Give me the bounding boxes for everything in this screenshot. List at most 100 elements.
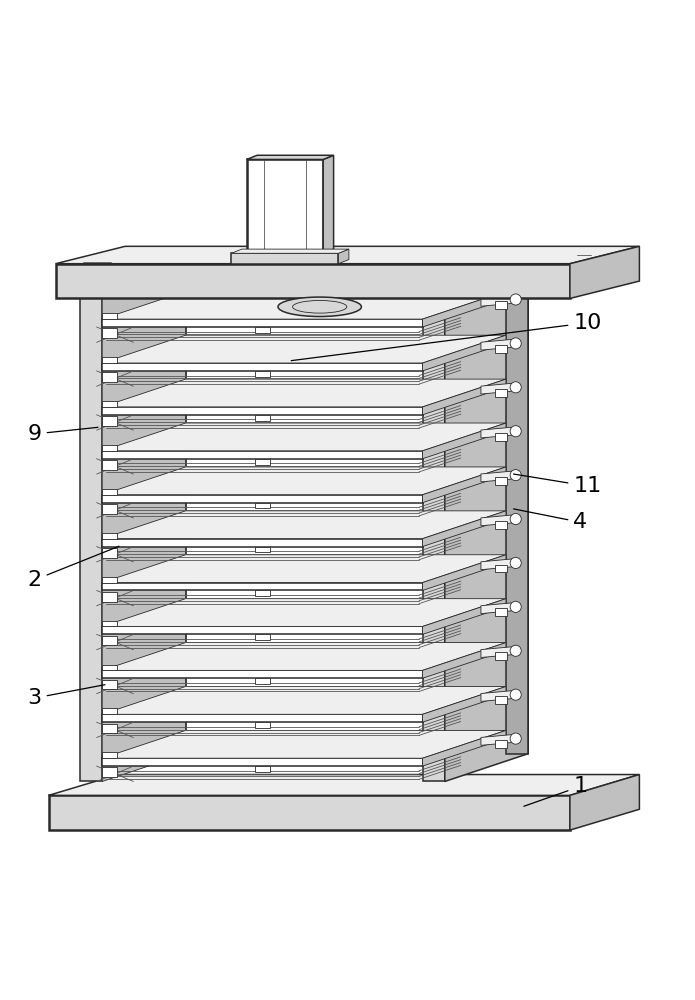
Bar [102, 708, 117, 714]
Polygon shape [423, 379, 506, 415]
Circle shape [510, 557, 521, 569]
Circle shape [510, 645, 521, 656]
Circle shape [510, 382, 521, 393]
Circle shape [510, 601, 521, 612]
Bar [102, 504, 117, 514]
Bar [254, 678, 270, 684]
Bar [495, 696, 507, 704]
Bar [254, 415, 270, 421]
Polygon shape [323, 155, 334, 253]
Polygon shape [247, 159, 323, 253]
Bar [102, 724, 117, 733]
Bar [102, 489, 117, 495]
Polygon shape [102, 555, 506, 583]
Polygon shape [481, 647, 512, 658]
Bar [102, 416, 117, 426]
Polygon shape [163, 271, 186, 754]
Polygon shape [423, 599, 506, 634]
Bar [254, 766, 270, 772]
Polygon shape [102, 758, 423, 766]
Polygon shape [423, 271, 528, 298]
Polygon shape [423, 511, 506, 547]
Circle shape [510, 513, 521, 525]
Bar [254, 371, 270, 377]
Polygon shape [102, 511, 506, 539]
Polygon shape [102, 643, 506, 670]
Polygon shape [102, 451, 423, 459]
Polygon shape [481, 471, 512, 482]
Bar [495, 433, 507, 441]
Text: 4: 4 [514, 509, 587, 532]
Polygon shape [102, 423, 506, 451]
Polygon shape [423, 730, 506, 766]
Polygon shape [423, 686, 506, 722]
Polygon shape [481, 515, 512, 526]
Bar [254, 327, 270, 333]
Text: 9: 9 [28, 424, 98, 444]
Bar [254, 503, 270, 508]
Circle shape [510, 470, 521, 481]
Circle shape [510, 733, 521, 744]
Circle shape [510, 338, 521, 349]
Polygon shape [102, 291, 506, 319]
Polygon shape [56, 246, 639, 264]
Polygon shape [49, 795, 570, 830]
Polygon shape [445, 271, 528, 781]
Polygon shape [481, 735, 512, 745]
Bar [495, 521, 507, 529]
Polygon shape [102, 730, 506, 758]
Circle shape [510, 426, 521, 437]
Bar [254, 547, 270, 552]
Polygon shape [102, 714, 423, 722]
Bar [495, 608, 507, 616]
Polygon shape [102, 467, 506, 495]
Polygon shape [231, 253, 338, 264]
Polygon shape [102, 539, 423, 547]
Polygon shape [506, 271, 528, 754]
Bar [495, 565, 507, 572]
Polygon shape [570, 775, 639, 830]
Bar [102, 577, 117, 583]
Bar [495, 301, 507, 309]
Bar [495, 345, 507, 353]
Polygon shape [423, 423, 506, 459]
Polygon shape [102, 599, 506, 626]
Polygon shape [102, 495, 423, 503]
Bar [102, 328, 117, 338]
Polygon shape [481, 339, 512, 350]
Bar [102, 357, 117, 363]
Text: 10: 10 [291, 313, 602, 361]
Polygon shape [423, 555, 506, 590]
Bar [495, 389, 507, 397]
Polygon shape [102, 271, 186, 781]
Polygon shape [338, 249, 349, 264]
Bar [102, 313, 117, 319]
Text: 1: 1 [524, 776, 587, 806]
Bar [254, 459, 270, 465]
Polygon shape [102, 379, 506, 407]
Bar [102, 460, 117, 470]
Bar [102, 752, 117, 758]
Polygon shape [481, 427, 512, 438]
Polygon shape [481, 559, 512, 570]
Polygon shape [231, 249, 349, 253]
Polygon shape [102, 583, 423, 590]
Ellipse shape [278, 297, 361, 317]
Polygon shape [102, 686, 506, 714]
Bar [102, 636, 117, 645]
Bar [254, 590, 270, 596]
Bar [102, 767, 117, 777]
Polygon shape [102, 363, 423, 371]
Polygon shape [102, 319, 423, 327]
Polygon shape [80, 271, 186, 298]
Polygon shape [423, 467, 506, 503]
Polygon shape [423, 291, 506, 327]
Bar [495, 477, 507, 485]
Polygon shape [102, 407, 423, 415]
Polygon shape [102, 670, 423, 678]
Polygon shape [49, 775, 639, 795]
Polygon shape [80, 298, 102, 781]
Bar [102, 372, 117, 382]
Polygon shape [247, 155, 334, 159]
Text: 11: 11 [514, 474, 602, 496]
